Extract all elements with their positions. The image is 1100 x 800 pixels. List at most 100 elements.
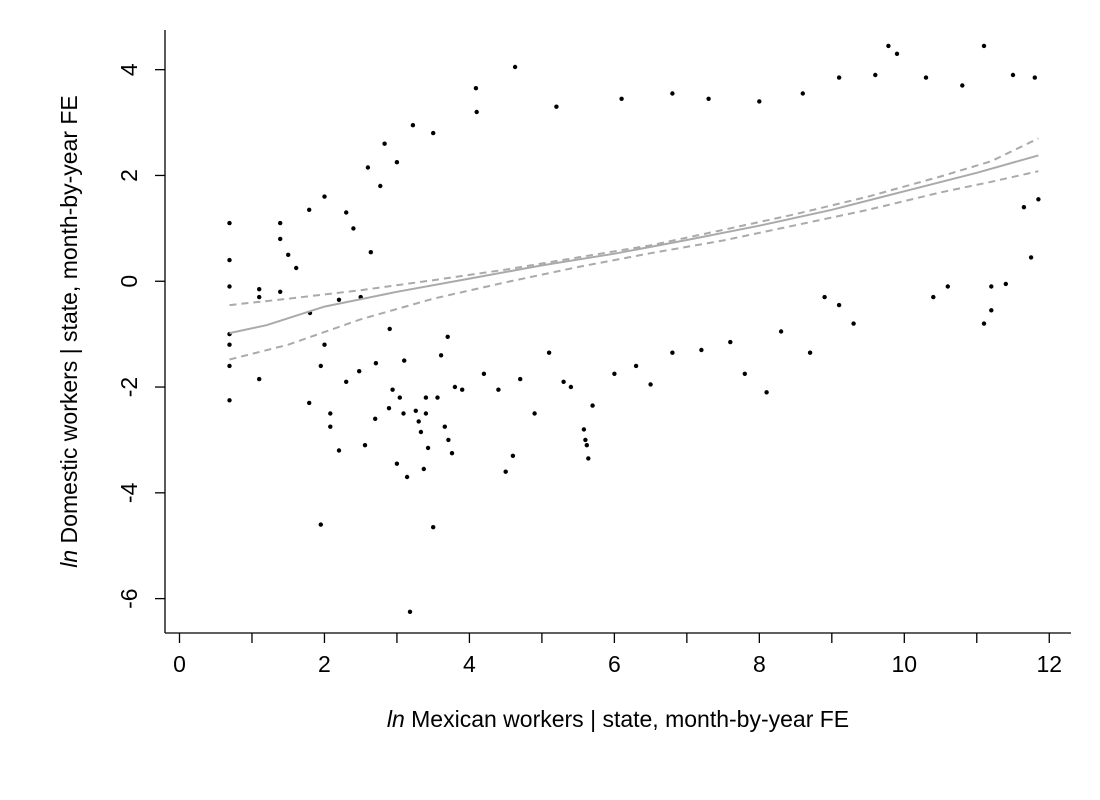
x-axis-title-text: Mexican workers | state, month-by-year F… bbox=[405, 706, 849, 732]
data-point bbox=[227, 257, 232, 263]
data-point bbox=[257, 287, 262, 292]
data-point bbox=[670, 91, 675, 96]
data-point bbox=[362, 443, 368, 448]
data-point bbox=[518, 376, 523, 382]
data-point bbox=[851, 321, 856, 326]
axes: 0 2 4 6 8 10 12 -6 -4 -2 0 2 4 bbox=[116, 30, 1071, 677]
data-point bbox=[387, 326, 392, 332]
data-point bbox=[416, 419, 421, 424]
data-point bbox=[394, 461, 400, 466]
data-point bbox=[421, 466, 426, 472]
data-point bbox=[532, 411, 537, 416]
data-point bbox=[328, 411, 333, 416]
data-point bbox=[307, 207, 312, 212]
data-point bbox=[322, 194, 327, 199]
fit-lines bbox=[229, 137, 1039, 361]
data-point bbox=[583, 437, 588, 443]
data-point bbox=[357, 369, 362, 374]
data-point bbox=[227, 220, 232, 226]
data-point bbox=[394, 160, 400, 165]
data-point bbox=[836, 302, 842, 308]
data-point bbox=[418, 429, 424, 435]
data-point bbox=[706, 96, 711, 102]
data-point bbox=[446, 437, 451, 443]
data-point bbox=[278, 220, 283, 226]
confidence-band-line bbox=[229, 170, 1039, 361]
data-point bbox=[257, 376, 262, 382]
data-point bbox=[257, 294, 262, 300]
data-point bbox=[344, 210, 349, 215]
data-point bbox=[328, 424, 333, 429]
data-point bbox=[410, 123, 416, 128]
data-point bbox=[278, 289, 283, 294]
data-point bbox=[382, 141, 387, 146]
x-tick-label: 10 bbox=[891, 651, 917, 677]
data-point bbox=[227, 284, 232, 289]
data-point bbox=[227, 342, 232, 347]
data-point bbox=[670, 350, 675, 355]
data-point bbox=[778, 329, 784, 334]
data-point bbox=[546, 350, 552, 355]
x-tick-label: 8 bbox=[753, 651, 766, 677]
data-point bbox=[481, 371, 487, 376]
data-point bbox=[764, 390, 769, 395]
data-point bbox=[503, 469, 508, 474]
data-point bbox=[568, 384, 574, 390]
data-point bbox=[322, 342, 327, 347]
data-point bbox=[404, 474, 410, 480]
data-point bbox=[648, 382, 653, 387]
data-point bbox=[981, 321, 987, 326]
x-tick-label: 0 bbox=[173, 651, 186, 677]
data-point bbox=[423, 411, 429, 416]
y-tick-label: 2 bbox=[116, 169, 142, 182]
y-tick-label: 0 bbox=[116, 275, 142, 288]
data-point bbox=[425, 445, 431, 451]
x-tick-label: 12 bbox=[1036, 651, 1062, 677]
x-axis-title: ln Mexican workers | state, month-by-yea… bbox=[387, 706, 849, 732]
data-point bbox=[318, 363, 323, 369]
data-point bbox=[294, 265, 299, 271]
data-point bbox=[413, 408, 418, 413]
data-point bbox=[423, 395, 429, 400]
y-axis-title-text: Domestic workers | state, month-by-year … bbox=[56, 95, 82, 550]
data-point bbox=[960, 83, 965, 88]
x-tick-label: 2 bbox=[318, 651, 331, 677]
data-point bbox=[512, 64, 518, 70]
data-point bbox=[368, 250, 373, 255]
y-tick-label: -2 bbox=[116, 377, 142, 397]
data-point bbox=[351, 226, 356, 231]
data-point bbox=[431, 525, 436, 530]
data-point bbox=[474, 109, 479, 115]
data-point bbox=[435, 395, 440, 400]
data-point bbox=[365, 165, 371, 170]
data-point bbox=[438, 353, 444, 358]
data-point bbox=[227, 398, 232, 403]
data-point bbox=[473, 86, 479, 91]
data-point bbox=[619, 96, 624, 102]
y-tick-label: 4 bbox=[116, 63, 142, 76]
data-point bbox=[496, 387, 501, 392]
data-point bbox=[633, 363, 639, 369]
data-point bbox=[318, 522, 323, 527]
data-point bbox=[586, 456, 591, 461]
data-point bbox=[373, 416, 378, 421]
data-point bbox=[699, 347, 704, 353]
data-point bbox=[807, 350, 813, 355]
data-point bbox=[561, 379, 566, 384]
data-point bbox=[584, 443, 589, 448]
data-point bbox=[612, 371, 617, 376]
data-point bbox=[1032, 75, 1038, 80]
data-point bbox=[742, 371, 747, 376]
y-ticks: -6 -4 -2 0 2 4 bbox=[116, 63, 165, 609]
data-point bbox=[227, 363, 232, 369]
data-point bbox=[886, 43, 891, 49]
data-point bbox=[728, 339, 733, 345]
y-axis-title-prefix: ln bbox=[56, 550, 82, 568]
data-point bbox=[554, 104, 559, 109]
x-axis-title-prefix: ln bbox=[387, 706, 405, 732]
x-tick-label: 4 bbox=[463, 651, 476, 677]
data-point bbox=[407, 609, 413, 614]
fit-line bbox=[229, 154, 1039, 335]
data-point bbox=[1003, 281, 1008, 287]
